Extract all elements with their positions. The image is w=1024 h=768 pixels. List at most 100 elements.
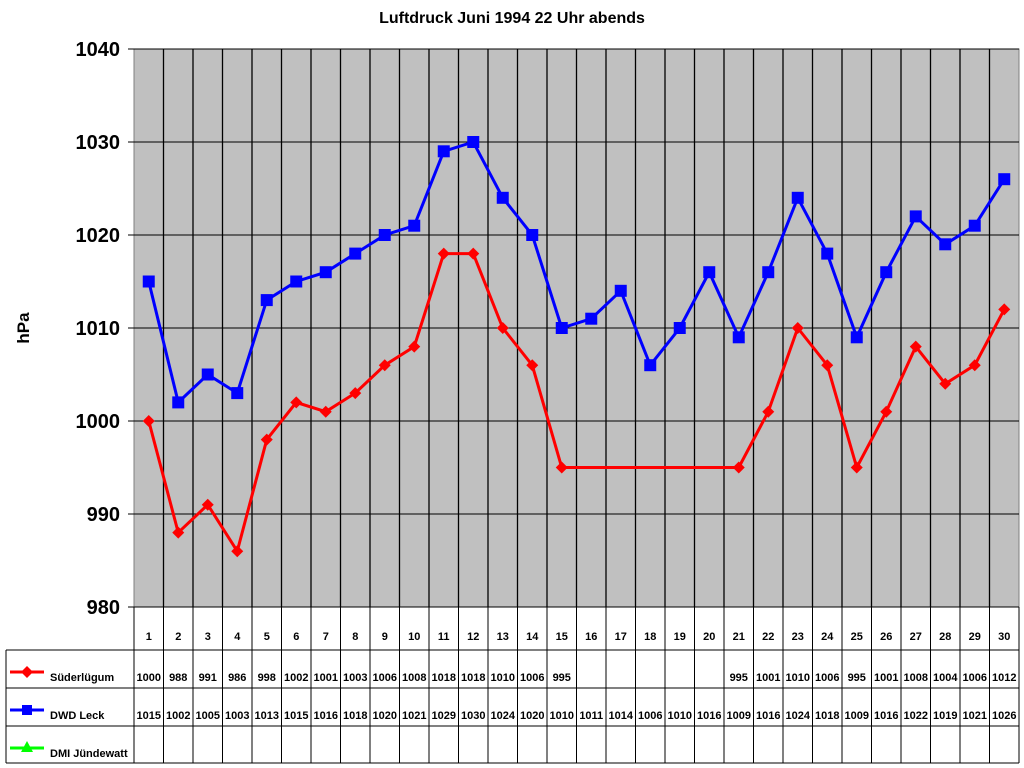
data-point	[880, 266, 893, 279]
data-point	[762, 266, 775, 279]
data-table-value: 1002	[284, 672, 308, 684]
x-category-label: 25	[851, 631, 863, 643]
data-point	[319, 405, 332, 418]
x-category-label: 29	[969, 631, 981, 643]
square-marker-icon	[22, 705, 32, 715]
data-point	[319, 266, 332, 279]
data-point	[850, 331, 863, 344]
data-point	[732, 461, 745, 474]
data-table-value: 1020	[520, 710, 544, 722]
data-table-value: 1021	[402, 710, 426, 722]
data-point	[437, 247, 450, 260]
data-point	[349, 387, 362, 400]
data-table-value: 1002	[166, 710, 190, 722]
data-point	[378, 229, 391, 241]
data-table-value: 1003	[225, 710, 249, 722]
data-table-value: 995	[730, 672, 748, 684]
x-category-label: 19	[674, 631, 686, 643]
data-point	[998, 303, 1011, 316]
data-table-value: 1006	[520, 672, 544, 684]
triangle-marker-icon	[21, 741, 33, 752]
data-table-value: 1018	[432, 672, 456, 684]
chart-title: Luftdruck Juni 1994 22 Uhr abends	[379, 10, 645, 27]
data-table-value: 1012	[992, 672, 1016, 684]
data-point	[231, 387, 244, 400]
data-table-value: 1018	[343, 710, 367, 722]
data-table-value: 995	[553, 672, 571, 684]
y-tick-label: 990	[87, 504, 120, 526]
x-category-label: 27	[910, 631, 922, 643]
data-point	[555, 461, 568, 474]
data-table-value: 1020	[373, 710, 397, 722]
data-point	[555, 322, 568, 334]
data-table-value: 1029	[432, 710, 456, 722]
y-tick-label: 1020	[76, 225, 121, 247]
x-category-label: 11	[438, 631, 450, 643]
x-category-label: 6	[293, 631, 299, 643]
data-table-value: 1022	[904, 710, 928, 722]
data-table-value: 1000	[137, 672, 161, 684]
data-table-value: 1016	[874, 710, 898, 722]
data-point	[939, 238, 952, 251]
data-point	[821, 247, 834, 260]
data-table-value: 1024	[786, 710, 811, 722]
x-category-label: 30	[998, 631, 1010, 643]
data-point	[290, 396, 303, 409]
data-point	[762, 405, 775, 418]
x-category-label: 5	[264, 631, 270, 643]
x-category-label: 13	[497, 631, 509, 643]
x-category-label: 4	[234, 631, 241, 643]
x-category-label: 9	[382, 631, 388, 643]
data-point	[201, 368, 214, 381]
data-point	[142, 415, 155, 427]
data-point	[821, 359, 834, 372]
y-tick-label: 1010	[76, 318, 121, 340]
data-table-value: 1001	[756, 672, 780, 684]
x-category-label: 1	[146, 631, 152, 643]
data-point	[791, 191, 804, 204]
x-category-label: 8	[352, 631, 358, 643]
data-table-value: 1009	[845, 710, 869, 722]
y-tick-label: 1030	[76, 132, 121, 154]
legend-label: Süderlügum	[50, 672, 114, 684]
data-point	[791, 322, 804, 334]
x-category-label: 24	[821, 631, 834, 643]
data-point	[467, 247, 480, 260]
data-table-value: 1010	[786, 672, 810, 684]
data-point	[880, 405, 893, 418]
data-point	[260, 433, 273, 446]
data-table-value: 1018	[461, 672, 485, 684]
data-point	[408, 340, 421, 353]
data-table-value: 1018	[815, 710, 839, 722]
x-category-label: 28	[939, 631, 951, 643]
data-point	[260, 294, 273, 307]
data-point	[909, 340, 922, 353]
data-table-value: 1013	[255, 710, 279, 722]
data-point	[526, 229, 539, 241]
x-category-label: 14	[526, 631, 539, 643]
x-category-label: 16	[585, 631, 597, 643]
data-point	[437, 145, 450, 158]
data-table-value: 1026	[992, 710, 1016, 722]
data-point	[939, 377, 952, 390]
data-table-value: 1021	[963, 710, 987, 722]
x-category-label: 17	[615, 631, 627, 643]
x-category-label: 15	[556, 631, 568, 643]
data-point	[142, 275, 155, 288]
legend-label: DWD Leck	[50, 710, 105, 722]
data-point	[644, 359, 657, 372]
data-table-value: 1014	[609, 710, 634, 722]
data-table-value: 1010	[550, 710, 574, 722]
data-point	[732, 331, 745, 344]
data-table-value: 1008	[904, 672, 928, 684]
x-category-label: 12	[467, 631, 479, 643]
data-table-value: 1003	[343, 672, 367, 684]
data-point	[909, 210, 922, 223]
data-point	[496, 191, 509, 204]
data-point	[585, 312, 598, 325]
x-category-label: 20	[703, 631, 715, 643]
data-table-value: 1006	[963, 672, 987, 684]
data-table-value: 1019	[933, 710, 957, 722]
data-table-value: 1030	[461, 710, 485, 722]
data-point	[231, 545, 244, 558]
